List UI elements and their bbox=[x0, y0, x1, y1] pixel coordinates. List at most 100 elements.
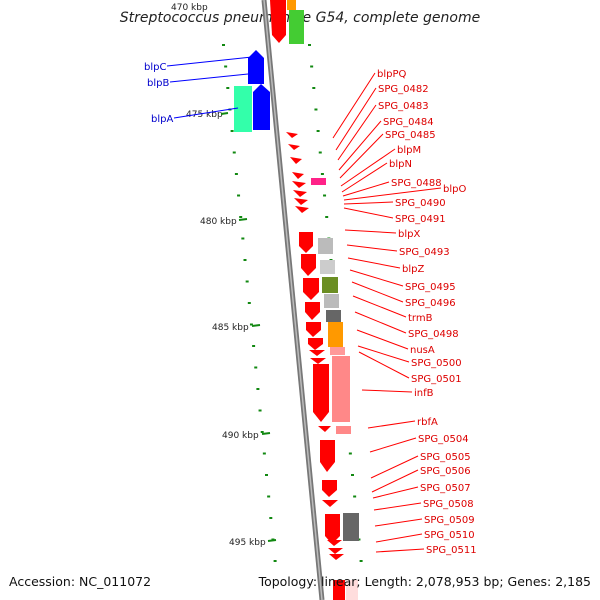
gene-label: blpB bbox=[147, 78, 169, 89]
ruler-label: 495 kbp bbox=[229, 538, 266, 548]
ruler-label: 490 kbp bbox=[222, 431, 259, 441]
gene-leader bbox=[335, 87, 377, 151]
gene-label: SPG_0505 bbox=[420, 452, 471, 463]
gene-leader bbox=[374, 518, 423, 527]
gene-label: SPG_0485 bbox=[385, 130, 436, 141]
gene-leader bbox=[340, 148, 396, 187]
ruler-label: 480 kbp bbox=[200, 217, 237, 227]
gene-leader bbox=[351, 281, 404, 303]
gene-label: SPG_0483 bbox=[378, 101, 429, 112]
gene-leader bbox=[346, 244, 398, 252]
gene-label: SPG_0501 bbox=[411, 374, 462, 385]
gene-label: blpA bbox=[151, 114, 173, 125]
gene-label: blpN bbox=[389, 159, 412, 170]
gene-leader bbox=[358, 351, 410, 379]
gene-label: blpC bbox=[144, 62, 166, 73]
gene-leader bbox=[371, 469, 419, 493]
gene-label: SPG_0509 bbox=[424, 515, 475, 526]
gene-leader bbox=[352, 295, 407, 318]
gene-block-infB bbox=[332, 356, 350, 422]
gene-block bbox=[343, 513, 359, 541]
gene-leader bbox=[357, 345, 410, 363]
gene-label: blpM bbox=[397, 145, 421, 156]
gene-label: SPG_0491 bbox=[395, 214, 446, 225]
gene-leader bbox=[337, 104, 377, 161]
minor-ticks-left bbox=[222, 44, 277, 562]
gene-label: SPG_0508 bbox=[423, 499, 474, 510]
gene-leader bbox=[372, 486, 419, 499]
gene-leader bbox=[369, 437, 417, 453]
gene-label: SPG_0495 bbox=[405, 282, 456, 293]
gene-leader bbox=[367, 420, 416, 429]
gene-label: blpZ bbox=[402, 264, 424, 275]
gene-leader bbox=[344, 229, 397, 234]
gene-leader bbox=[349, 269, 404, 287]
gene-leader bbox=[343, 187, 442, 201]
gene-block bbox=[287, 0, 296, 10]
gene-label: SPG_0496 bbox=[405, 298, 456, 309]
gene-block bbox=[326, 310, 341, 322]
gene-label: SPG_0510 bbox=[424, 530, 475, 541]
gene-label: blpPQ bbox=[377, 69, 407, 80]
gene-leader bbox=[332, 72, 376, 139]
gene-label: infB bbox=[414, 388, 434, 399]
gene-leader bbox=[361, 389, 413, 393]
gene-label: SPG_0482 bbox=[378, 84, 429, 95]
gene-leader bbox=[173, 107, 239, 119]
gene-label: blpO bbox=[443, 184, 466, 195]
gene-leader bbox=[373, 502, 422, 511]
gene-leader bbox=[343, 207, 394, 219]
gene-leader bbox=[166, 56, 253, 67]
gene-block bbox=[336, 426, 351, 434]
accession-label: Accession: NC_011072 bbox=[9, 574, 152, 589]
ruler-tick bbox=[238, 218, 248, 221]
gene-label: SPG_0504 bbox=[418, 434, 469, 445]
gene-label: SPG_0498 bbox=[408, 329, 459, 340]
gene-leader bbox=[370, 455, 419, 479]
ruler-label: 475 kbp bbox=[186, 110, 223, 120]
gene-block bbox=[346, 580, 358, 600]
gene-label: trmB bbox=[408, 313, 433, 324]
ruler-tick bbox=[220, 112, 229, 115]
gene-leader bbox=[339, 133, 384, 179]
gene-arrow-blpB bbox=[253, 84, 270, 130]
gene-block bbox=[318, 238, 333, 254]
ruler-tick bbox=[261, 432, 271, 435]
gene-label: SPG_0500 bbox=[411, 358, 462, 369]
gene-block bbox=[320, 260, 335, 274]
forward-genes bbox=[299, 232, 345, 600]
gene-block bbox=[324, 294, 339, 308]
gene-leader bbox=[343, 201, 394, 205]
gene-label: SPG_0484 bbox=[383, 117, 434, 128]
gene-block bbox=[289, 10, 304, 44]
gene-leader bbox=[375, 533, 423, 543]
gene-leader bbox=[356, 329, 409, 350]
genome-backbone-highlight bbox=[263, 0, 323, 600]
genome-stats: Topology: linear; Length: 2,078,953 bp; … bbox=[258, 574, 591, 589]
gene-block-magenta bbox=[311, 178, 326, 185]
gene-label: SPG_0490 bbox=[395, 198, 446, 209]
gene-label: SPG_0488 bbox=[391, 178, 442, 189]
gene-leader bbox=[338, 120, 382, 171]
gene-leader bbox=[375, 548, 425, 553]
gene-label: nusA bbox=[410, 345, 435, 356]
small-genes bbox=[286, 132, 309, 213]
gene-block bbox=[330, 347, 345, 355]
gene-label: SPG_0511 bbox=[426, 545, 477, 556]
ruler-tick bbox=[251, 324, 261, 327]
gene-leader bbox=[342, 181, 390, 197]
gene-label: SPG_0493 bbox=[399, 247, 450, 258]
gene-block-blpA bbox=[234, 86, 252, 132]
gene-leader bbox=[347, 257, 401, 269]
gene-block bbox=[322, 277, 338, 293]
gene-leader bbox=[341, 162, 388, 193]
gene-label: SPG_0506 bbox=[420, 466, 471, 477]
gene-leader bbox=[354, 311, 407, 334]
gene-arrow bbox=[270, 0, 286, 43]
gene-label: blpX bbox=[398, 229, 420, 240]
gene-block bbox=[328, 322, 343, 347]
gene-label: rbfA bbox=[417, 417, 438, 428]
gene-label: SPG_0507 bbox=[420, 483, 471, 494]
ruler-label: 470 kbp bbox=[171, 3, 208, 13]
